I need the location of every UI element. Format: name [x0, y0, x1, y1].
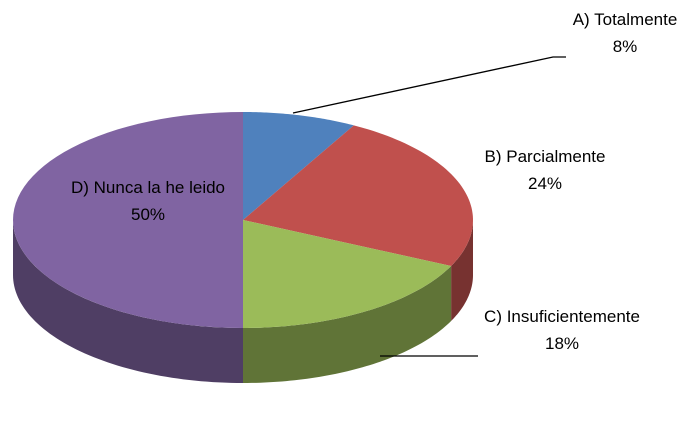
- pie-slice-side: [13, 220, 243, 383]
- pie-slice: [13, 112, 243, 328]
- slice-label: A) Totalmente 8%: [550, 6, 689, 60]
- pie-slice: [243, 220, 452, 328]
- leader-line: [292, 56, 566, 114]
- slice-label: D) Nunca la he leido 50%: [60, 174, 236, 228]
- slice-value: 8%: [612, 37, 638, 56]
- pie-slice-side: [243, 265, 452, 383]
- slice-name: A) Totalmente: [572, 10, 678, 29]
- slice-name: C) Insuficientemente: [484, 307, 640, 326]
- pie-slice-side: [451, 220, 473, 321]
- slice-label: C) Insuficientemente 18%: [482, 303, 642, 357]
- slice-name: D) Nunca la he leido: [70, 178, 226, 197]
- slice-value: 18%: [544, 334, 580, 353]
- slice-value: 24%: [527, 174, 563, 193]
- pie-slice: [243, 112, 354, 220]
- slice-name: B) Parcialmente: [484, 147, 606, 166]
- pie-sides: [13, 220, 473, 383]
- pie-tops: [13, 112, 473, 328]
- slice-value: 50%: [130, 205, 166, 224]
- pie-slice: [243, 125, 473, 266]
- slice-label: B) Parcialmente 24%: [445, 143, 645, 197]
